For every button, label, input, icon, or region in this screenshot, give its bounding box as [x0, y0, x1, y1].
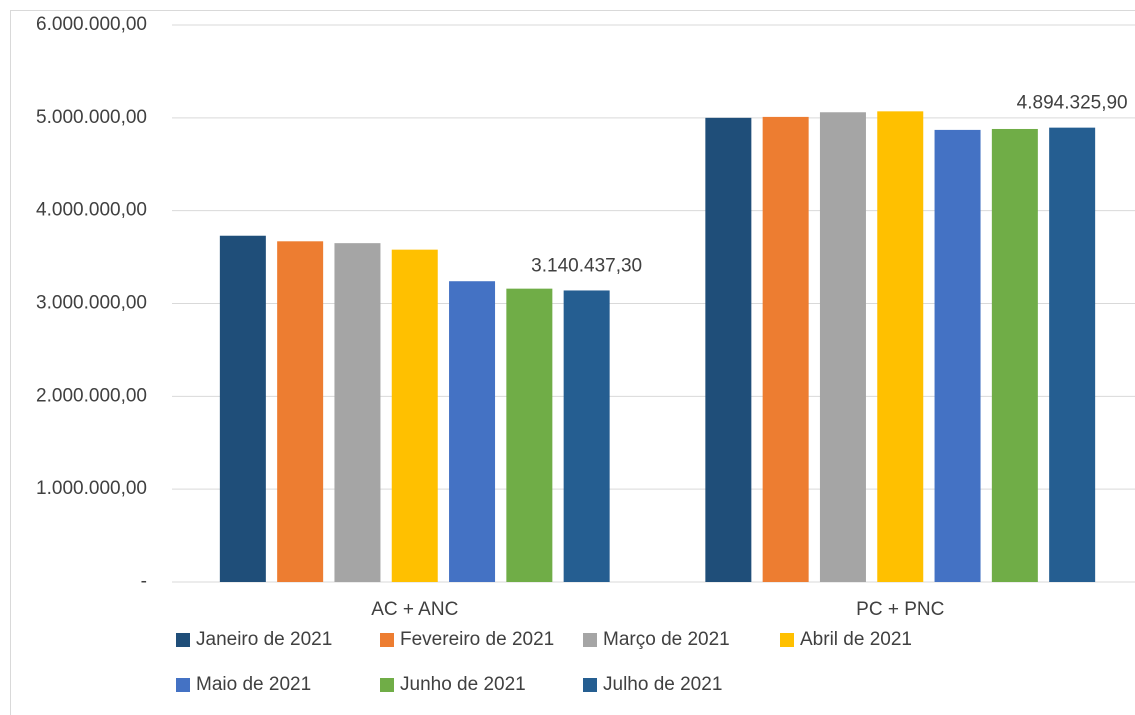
- legend-label: Julho de 2021: [603, 674, 722, 695]
- y-tick-label: 3.000.000,00: [36, 293, 147, 314]
- x-tick-label: AC + ANC: [371, 599, 458, 620]
- bar: [991, 128, 1038, 582]
- y-tick-label: 2.000.000,00: [36, 385, 147, 406]
- legend-label: Maio de 2021: [196, 674, 311, 695]
- bar: [877, 111, 924, 583]
- chart-frame: [10, 10, 1135, 715]
- legend-swatch: [380, 633, 394, 647]
- y-tick-label: -: [141, 571, 147, 592]
- legend-label: Março de 2021: [603, 629, 730, 650]
- legend-swatch: [583, 633, 597, 647]
- bar: [705, 117, 752, 582]
- bar: [449, 281, 496, 582]
- bar: [391, 249, 438, 582]
- legend-swatch: [780, 633, 794, 647]
- legend-label: Janeiro de 2021: [196, 629, 332, 650]
- data-label: 4.894.325,90: [1017, 93, 1128, 114]
- bar: [219, 235, 266, 582]
- x-tick-label: PC + PNC: [856, 599, 944, 620]
- bar: [277, 241, 324, 582]
- bar: [934, 129, 981, 582]
- y-tick-label: 5.000.000,00: [36, 107, 147, 128]
- data-label: 3.140.437,30: [531, 255, 642, 276]
- y-tick-label: 6.000.000,00: [36, 14, 147, 35]
- bar: [1049, 127, 1096, 583]
- bar: [506, 288, 553, 582]
- y-tick-label: 4.000.000,00: [36, 200, 147, 221]
- legend-swatch: [176, 633, 190, 647]
- bar: [819, 112, 866, 582]
- legend-label: Abril de 2021: [800, 629, 912, 650]
- bar: [563, 290, 610, 582]
- legend-label: Fevereiro de 2021: [400, 629, 554, 650]
- y-tick-label: 1.000.000,00: [36, 478, 147, 499]
- bar: [762, 116, 809, 582]
- legend-swatch: [583, 678, 597, 692]
- legend-swatch: [176, 678, 190, 692]
- bar: [334, 243, 381, 583]
- legend-label: Junho de 2021: [400, 674, 526, 695]
- legend-swatch: [380, 678, 394, 692]
